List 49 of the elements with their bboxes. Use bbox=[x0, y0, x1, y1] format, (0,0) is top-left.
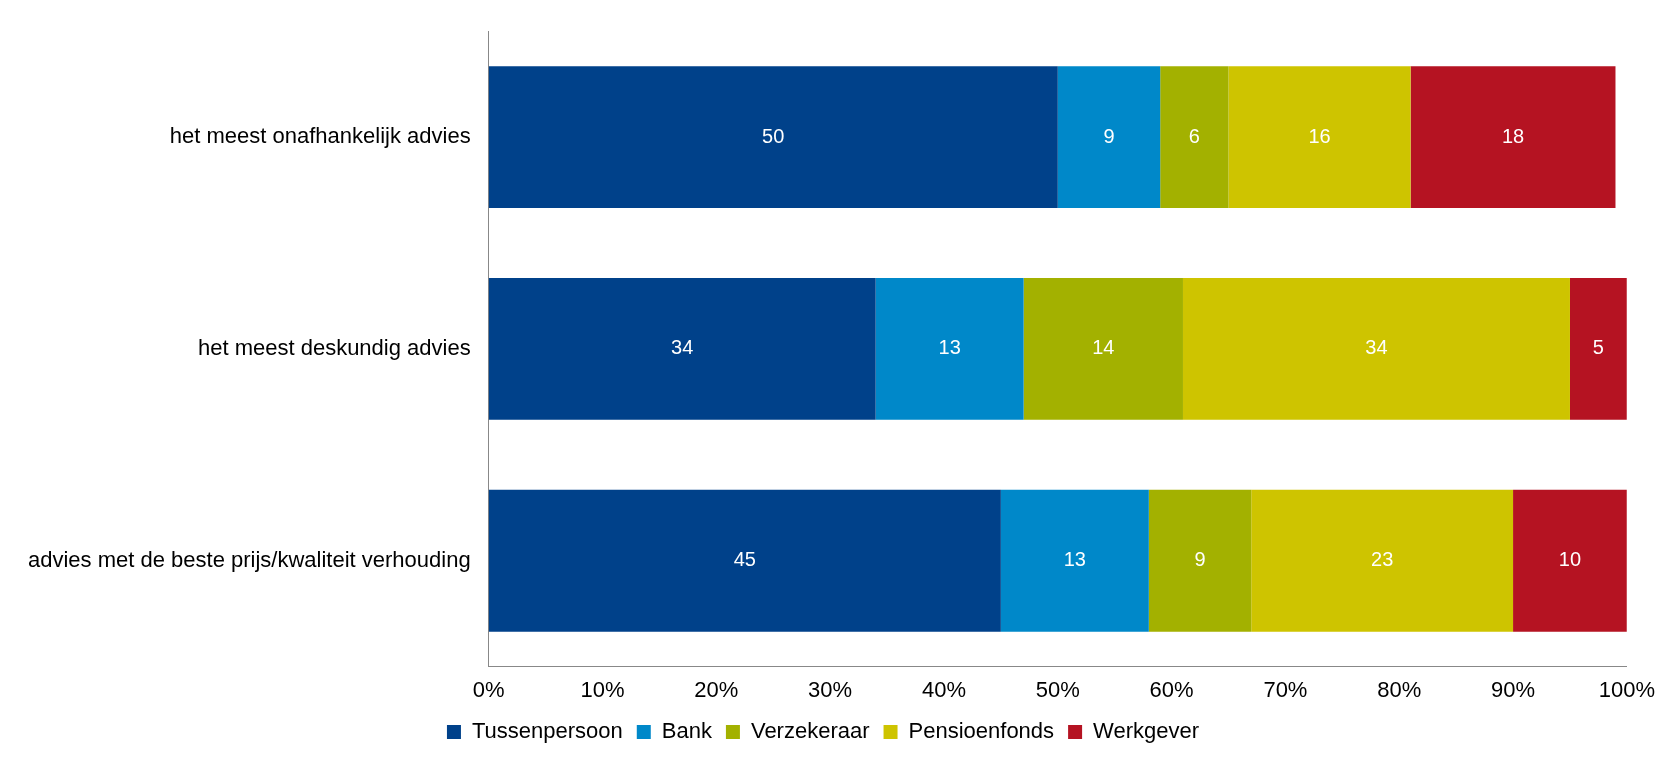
bar bbox=[488, 66, 1058, 209]
x-tick-label: 40% bbox=[921, 676, 966, 702]
bar bbox=[1182, 277, 1570, 420]
bar bbox=[1251, 489, 1514, 632]
legend-label: Bank bbox=[661, 718, 713, 744]
data-label: 5 bbox=[1592, 336, 1604, 359]
data-label: 13 bbox=[938, 336, 961, 359]
bar bbox=[1023, 277, 1183, 420]
bar bbox=[1569, 277, 1627, 420]
x-tick-label: 80% bbox=[1377, 676, 1422, 702]
data-label: 34 bbox=[671, 336, 694, 359]
x-tick-label: 60% bbox=[1149, 676, 1194, 702]
bar bbox=[1513, 489, 1627, 632]
x-tick-label: 10% bbox=[580, 676, 625, 702]
y-tick-label: het meest onafhankelijk advies bbox=[169, 123, 471, 149]
bar bbox=[1160, 66, 1229, 209]
data-label: 45 bbox=[733, 548, 756, 571]
legend-label: Verzekeraar bbox=[750, 718, 870, 744]
data-label: 16 bbox=[1308, 124, 1331, 147]
y-tick-label: het meest deskundig advies bbox=[197, 334, 471, 360]
x-tick-label: 100% bbox=[1598, 676, 1656, 702]
bar bbox=[1410, 66, 1616, 209]
data-label: 10 bbox=[1558, 548, 1582, 571]
legend-label: Werkgever bbox=[1093, 718, 1200, 744]
data-label: 13 bbox=[1063, 548, 1086, 571]
data-label: 6 bbox=[1188, 124, 1200, 147]
x-tick-label: 20% bbox=[694, 676, 739, 702]
data-label: 23 bbox=[1371, 548, 1394, 571]
legend-label: Tussenpersoon bbox=[471, 718, 623, 744]
bar bbox=[875, 277, 1024, 420]
bar bbox=[1000, 489, 1149, 632]
x-tick-label: 90% bbox=[1491, 676, 1536, 702]
data-label: 9 bbox=[1194, 548, 1206, 571]
data-label: 9 bbox=[1103, 124, 1115, 147]
bar bbox=[488, 489, 1001, 632]
data-label: 34 bbox=[1365, 336, 1388, 359]
x-tick-label: 70% bbox=[1263, 676, 1308, 702]
data-label: 14 bbox=[1092, 336, 1115, 359]
x-tick-label: 30% bbox=[808, 676, 853, 702]
legend-label: Pensioenfonds bbox=[908, 718, 1055, 744]
x-tick-label: 0% bbox=[472, 676, 505, 702]
data-label: 50 bbox=[762, 124, 785, 147]
bar bbox=[1057, 66, 1161, 209]
bar bbox=[488, 277, 876, 420]
bar bbox=[1228, 66, 1411, 209]
x-tick-label: 50% bbox=[1035, 676, 1080, 702]
bar bbox=[1148, 489, 1252, 632]
data-label: 18 bbox=[1501, 124, 1525, 147]
y-tick-label: advies met de beste prijs/kwaliteit verhouding bbox=[27, 546, 471, 572]
